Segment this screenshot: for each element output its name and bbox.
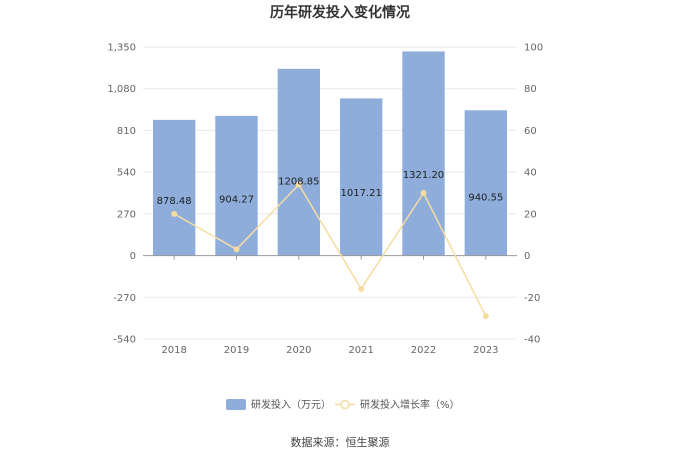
right-axis-tick-label: 20 (524, 209, 537, 220)
bar-2020[interactable] (277, 68, 321, 256)
growth-rate-line (173, 183, 487, 317)
bar-2019[interactable] (215, 115, 258, 256)
data-source: 数据来源：恒生聚源 (291, 435, 390, 449)
growth-rate-point-2019[interactable] (233, 246, 240, 253)
legend[interactable]: 研发投入（万元） 研发投入增长率（%） (226, 398, 460, 411)
legend-bar-label: 研发投入（万元） (251, 398, 331, 411)
x-axis-tick-label: 2021 (348, 345, 373, 356)
x-axis-tick-label: 2020 (286, 345, 311, 356)
bar-value-labels: 878.48 904.27 1208.85 1017.21 1321.20 940.55 (157, 170, 504, 207)
grid-lines (143, 46, 517, 340)
bar-2018[interactable] (152, 119, 196, 256)
chart-title: 历年研发投入变化情况 (270, 4, 410, 21)
left-axis-tick-label: 1,080 (107, 84, 136, 95)
right-axis-tick-label: 0 (524, 251, 530, 262)
growth-rate-point-2023[interactable] (482, 313, 489, 320)
bar-value-label: 940.55 (468, 192, 503, 203)
right-axis-tick-label: 100 (524, 43, 543, 54)
growth-rate-point-2018[interactable] (171, 210, 178, 217)
right-axis-tick-label: 60 (524, 126, 537, 137)
left-axis-tick-label: 810 (117, 126, 136, 137)
bar-value-label: 878.48 (157, 196, 192, 207)
right-axis-tick-label: -20 (524, 293, 540, 304)
left-axis-tick-label: 540 (117, 168, 136, 179)
right-axis-tick-label: 40 (524, 168, 537, 179)
bar-value-label: 1321.20 (403, 170, 444, 181)
legend-line-label: 研发投入增长率（%） (360, 398, 460, 411)
left-axis-tick-label: -270 (113, 293, 136, 304)
growth-rate-point-2021[interactable] (358, 285, 365, 292)
right-axis-tick-label: 80 (524, 84, 537, 95)
x-axis-tick-label: 2022 (411, 345, 436, 356)
growth-rate-point-2020[interactable] (295, 181, 302, 188)
bar-value-label: 1017.21 (340, 188, 381, 199)
bar-2022[interactable] (402, 51, 445, 256)
growth-rate-point-2022[interactable] (420, 190, 427, 196)
bar-value-label: 904.27 (219, 194, 254, 205)
growth-line-series (171, 181, 489, 320)
left-axis-tick-label: -540 (113, 335, 136, 346)
left-axis-tick-label: 0 (130, 251, 136, 262)
x-axis-tick-label: 2018 (161, 345, 186, 356)
bar-series (152, 51, 508, 256)
bar-2021[interactable] (339, 98, 383, 256)
bar-2023[interactable] (464, 110, 508, 256)
axes: 1,350 100 1,080 80 810 60 540 40 270 20 0 0 -270 -20 -… (107, 43, 543, 357)
legend-line-marker (340, 399, 350, 410)
left-axis-tick-label: 270 (117, 209, 136, 220)
legend-bar-swatch (226, 399, 246, 410)
x-axis-tick-label: 2023 (473, 345, 498, 356)
right-axis-tick-label: -40 (524, 335, 540, 346)
bar-value-label: 1208.85 (278, 177, 319, 188)
x-axis-tick-label: 2019 (224, 345, 249, 356)
left-axis-tick-label: 1,350 (107, 43, 136, 54)
